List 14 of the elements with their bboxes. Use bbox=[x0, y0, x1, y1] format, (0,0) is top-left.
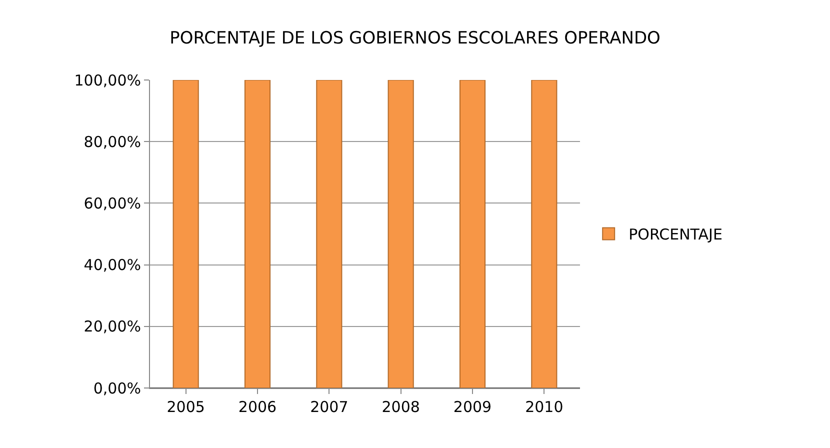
y-tick-label: 100,00% bbox=[74, 71, 141, 90]
y-tick-label: 20,00% bbox=[84, 318, 141, 336]
x-tick-label: 2007 bbox=[310, 398, 348, 416]
x-tick-label: 2006 bbox=[238, 398, 277, 416]
y-tick-label: 0,00% bbox=[93, 379, 141, 398]
x-tick-label: 2009 bbox=[453, 398, 492, 416]
legend-label: PORCENTAJE bbox=[628, 226, 722, 244]
x-tick-label: 2008 bbox=[382, 398, 420, 416]
x-tick-label: 2005 bbox=[166, 398, 205, 416]
y-tick-label: 40,00% bbox=[84, 256, 141, 274]
chart-title: PORCENTAJE DE LOS GOBIERNOS ESCOLARES OPERANDO bbox=[170, 28, 660, 48]
y-tick-label: 80,00% bbox=[84, 132, 141, 151]
y-tick-label: 60,00% bbox=[84, 194, 141, 212]
x-tick-label: 2010 bbox=[525, 398, 564, 416]
